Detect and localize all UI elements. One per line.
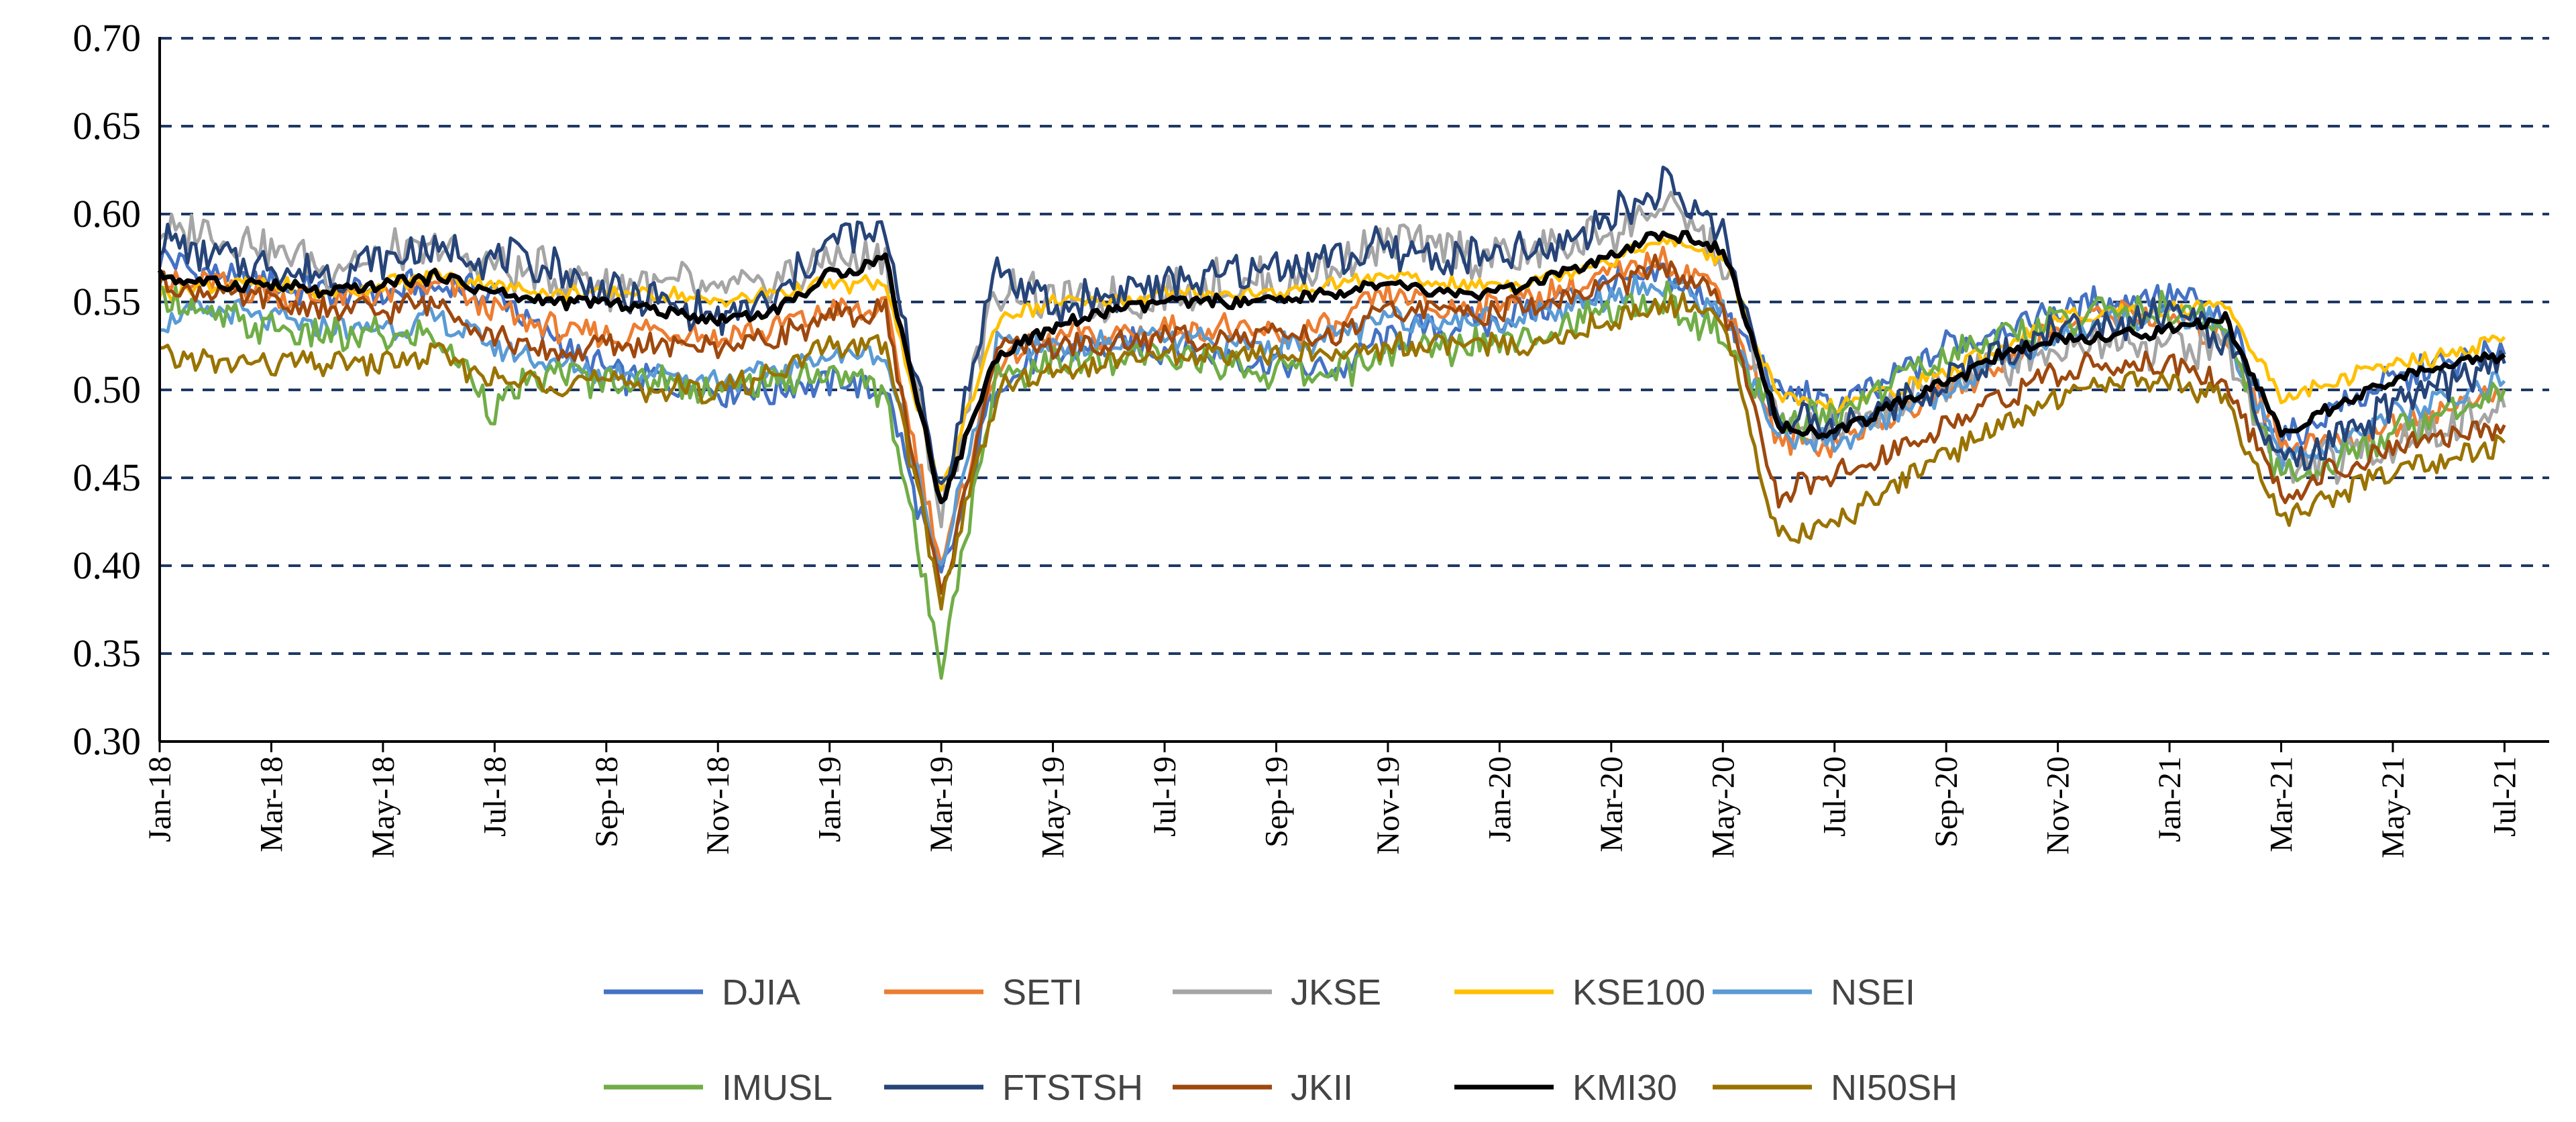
y-tick-label: 0.35 [73,631,142,675]
y-tick-label: 0.55 [73,280,142,323]
legend-label-kse100: KSE100 [1572,972,1705,1013]
x-tick-label: Sep-19 [1258,756,1294,848]
axes: 0.30 0.35 0.40 0.45 0.50 0.55 0.60 0.65 0.70 Jan-… [73,16,2549,858]
y-tick-label: 0.70 [73,16,142,60]
x-tick-label: Mar-18 [254,756,289,852]
legend-label-djia: DJIA [722,972,800,1013]
x-tick-label: Jan-19 [812,756,848,842]
x-tick-label: Nov-19 [1371,756,1406,855]
x-tick-label: Mar-19 [924,756,959,852]
y-tick-label: 0.60 [73,192,142,236]
x-tick-label: Jul-18 [477,756,513,837]
x-tick-label: Jan-18 [142,756,178,842]
x-tick-label: May-18 [366,756,401,858]
series-line-imusl [158,280,2506,680]
x-tick-label: May-20 [1705,756,1741,858]
x-tick-label: May-19 [1036,756,1071,858]
x-tick-label: Jul-21 [2487,756,2522,837]
x-tick-label: May-21 [2375,756,2411,858]
legend-label-kmi30: KMI30 [1572,1068,1677,1108]
series-line-jkii [158,253,2506,595]
y-tick-label: 0.50 [73,368,142,411]
x-tick-label: Nov-18 [700,756,736,855]
legend-label-imusl: IMUSL [722,1068,833,1108]
x-tick-label: Nov-20 [2041,756,2076,855]
x-tick-label: Jul-19 [1147,756,1183,837]
legend-label-nsei: NSEI [1831,972,1915,1013]
y-tick-label: 0.30 [73,719,142,763]
legend-label-ni50sh: NI50SH [1831,1068,1957,1108]
x-tick-label: Jul-20 [1817,756,1853,837]
series-lines [157,165,2506,680]
y-tick-label: 0.40 [73,544,142,587]
legend-label-jkse: JKSE [1291,972,1381,1013]
legend: DJIA SETI JKSE KSE100 NSEI IMUSL FTSTSH JKII KMI… [604,972,1957,1108]
y-tick-label: 0.65 [73,104,142,148]
legend-label-ftstsh: FTSTSH [1002,1068,1143,1108]
x-tick-label: Sep-18 [589,756,625,848]
legend-label-jkii: JKII [1291,1068,1353,1108]
x-tick-label: Jan-21 [2152,756,2188,842]
y-tick-label: 0.45 [73,456,142,499]
series-line-kmi30 [157,230,2506,505]
x-tick-label: Jan-20 [1482,756,1517,842]
x-tick-label: Sep-20 [1929,756,1964,848]
x-tick-label: Mar-21 [2264,756,2300,852]
legend-label-seti: SETI [1002,972,1083,1013]
series-line-ni50sh [159,291,2506,611]
x-tick-label: Mar-20 [1594,756,1629,852]
